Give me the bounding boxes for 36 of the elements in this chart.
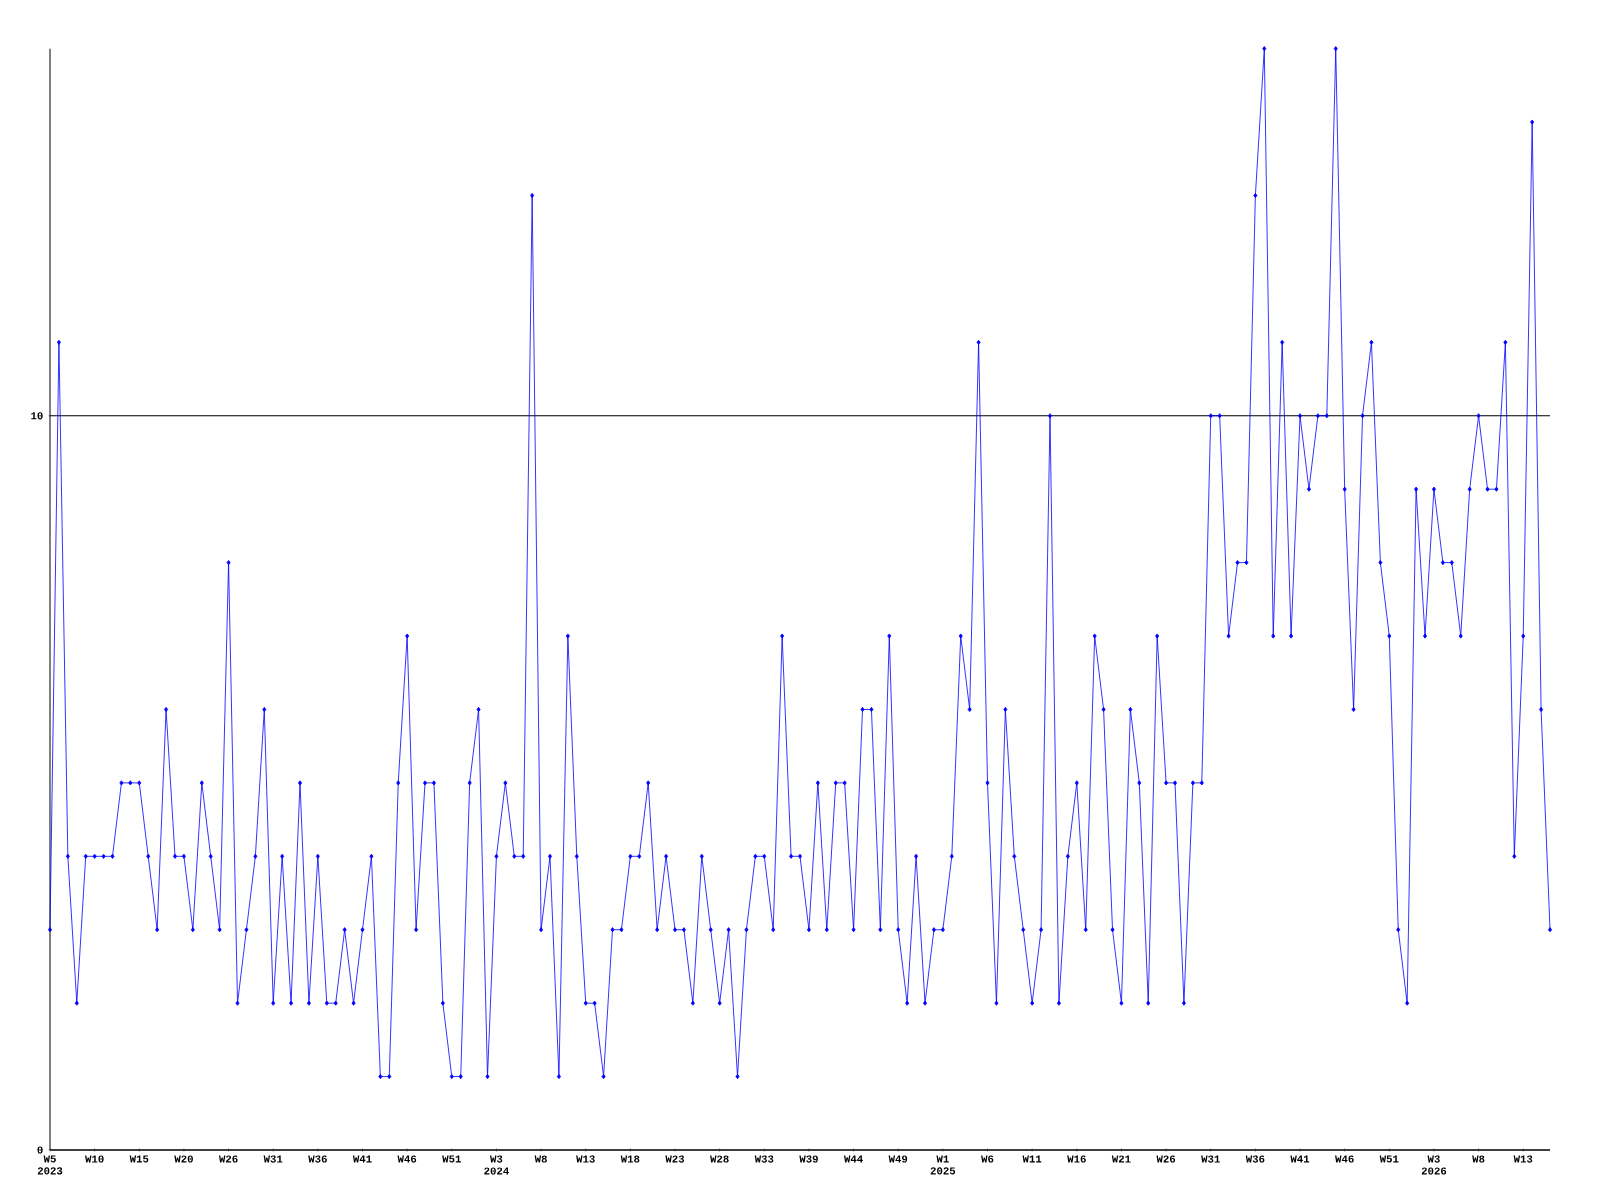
x-tick-label: W23 <box>665 1155 685 1163</box>
x-tick-label: W21 <box>1111 1155 1131 1163</box>
x-tick-label: W51 <box>1379 1155 1399 1163</box>
x-tick-label: W46 <box>1335 1155 1354 1163</box>
x-tick-label: W26 <box>1156 1155 1176 1163</box>
x-tick-label: W33 <box>754 1155 774 1163</box>
x-tick-label: W46 <box>397 1155 417 1163</box>
x-tick-label: W20 <box>174 1155 193 1163</box>
x-tick-label: W41 <box>1290 1155 1310 1163</box>
x-tick-label: W3 2026 <box>1421 1155 1447 1175</box>
x-tick-label: W18 <box>620 1155 640 1163</box>
y-tick-label: 10 <box>31 412 43 420</box>
y-tick-label: 0 <box>37 1146 43 1154</box>
x-tick-label: W16 <box>1067 1155 1086 1163</box>
x-tick-label: W39 <box>799 1155 818 1163</box>
x-tick-label: W8 <box>1472 1155 1485 1163</box>
x-tick-label: W31 <box>1201 1155 1220 1163</box>
x-tick-label: W36 <box>1245 1155 1265 1163</box>
x-tick-label: W6 <box>981 1155 994 1163</box>
x-tick-label: W51 <box>442 1155 461 1163</box>
x-tick-label: W44 <box>843 1155 863 1163</box>
x-tick-label: W8 <box>534 1155 547 1163</box>
x-tick-label: W49 <box>888 1155 908 1163</box>
x-tick-label: W5 2023 <box>37 1155 63 1175</box>
x-tick-label: W31 <box>263 1155 283 1163</box>
x-tick-label: W36 <box>308 1155 327 1163</box>
x-tick-label: W3 2024 <box>484 1155 509 1175</box>
x-tick-label: W1 2025 <box>930 1155 956 1175</box>
x-tick-label: W11 <box>1022 1155 1042 1163</box>
x-tick-label: W15 <box>129 1155 149 1163</box>
x-tick-label: W28 <box>710 1155 729 1163</box>
x-tick-label: W26 <box>218 1155 238 1163</box>
x-tick-label: W13 <box>1513 1155 1533 1163</box>
x-tick-label: W13 <box>576 1155 595 1163</box>
x-tick-label: W10 <box>85 1155 104 1163</box>
x-tick-label: W41 <box>352 1155 372 1163</box>
